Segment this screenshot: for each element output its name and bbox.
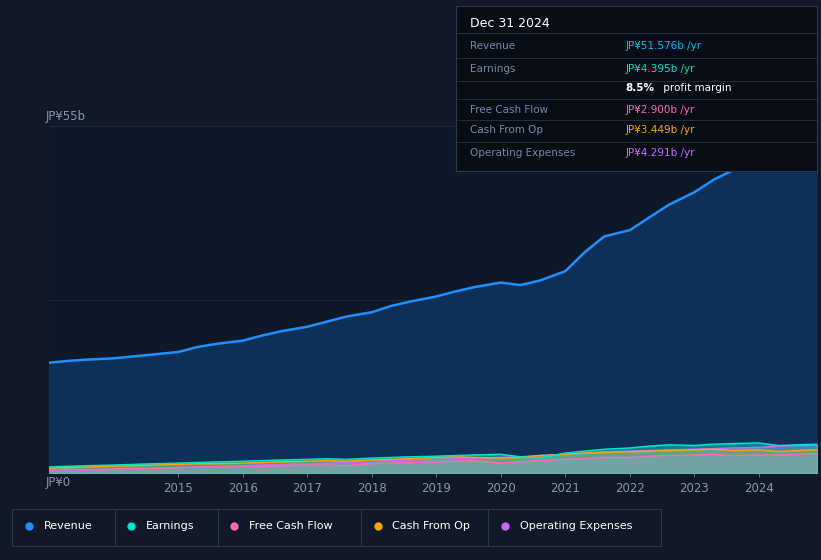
Text: Cash From Op: Cash From Op	[470, 125, 544, 136]
Text: JP¥51.576b /yr: JP¥51.576b /yr	[626, 41, 702, 51]
FancyBboxPatch shape	[218, 510, 361, 547]
Text: Dec 31 2024: Dec 31 2024	[470, 17, 550, 30]
Text: JP¥2.900b /yr: JP¥2.900b /yr	[626, 105, 695, 115]
Text: JP¥4.291b /yr: JP¥4.291b /yr	[626, 148, 695, 157]
Text: JP¥55b: JP¥55b	[45, 110, 85, 123]
Text: 8.5%: 8.5%	[626, 83, 654, 93]
Text: Free Cash Flow: Free Cash Flow	[249, 521, 333, 531]
Text: Free Cash Flow: Free Cash Flow	[470, 105, 548, 115]
Text: Operating Expenses: Operating Expenses	[470, 148, 576, 157]
Text: Revenue: Revenue	[44, 521, 92, 531]
Text: JP¥3.449b /yr: JP¥3.449b /yr	[626, 125, 695, 136]
Text: Earnings: Earnings	[146, 521, 195, 531]
FancyBboxPatch shape	[361, 510, 488, 547]
Text: Operating Expenses: Operating Expenses	[520, 521, 632, 531]
Text: profit margin: profit margin	[660, 83, 732, 93]
Text: Revenue: Revenue	[470, 41, 516, 51]
Text: JP¥4.395b /yr: JP¥4.395b /yr	[626, 64, 695, 74]
FancyBboxPatch shape	[488, 510, 661, 547]
Text: JP¥0: JP¥0	[45, 476, 71, 489]
FancyBboxPatch shape	[12, 510, 115, 547]
Text: Earnings: Earnings	[470, 64, 516, 74]
FancyBboxPatch shape	[115, 510, 218, 547]
Text: Cash From Op: Cash From Op	[392, 521, 470, 531]
